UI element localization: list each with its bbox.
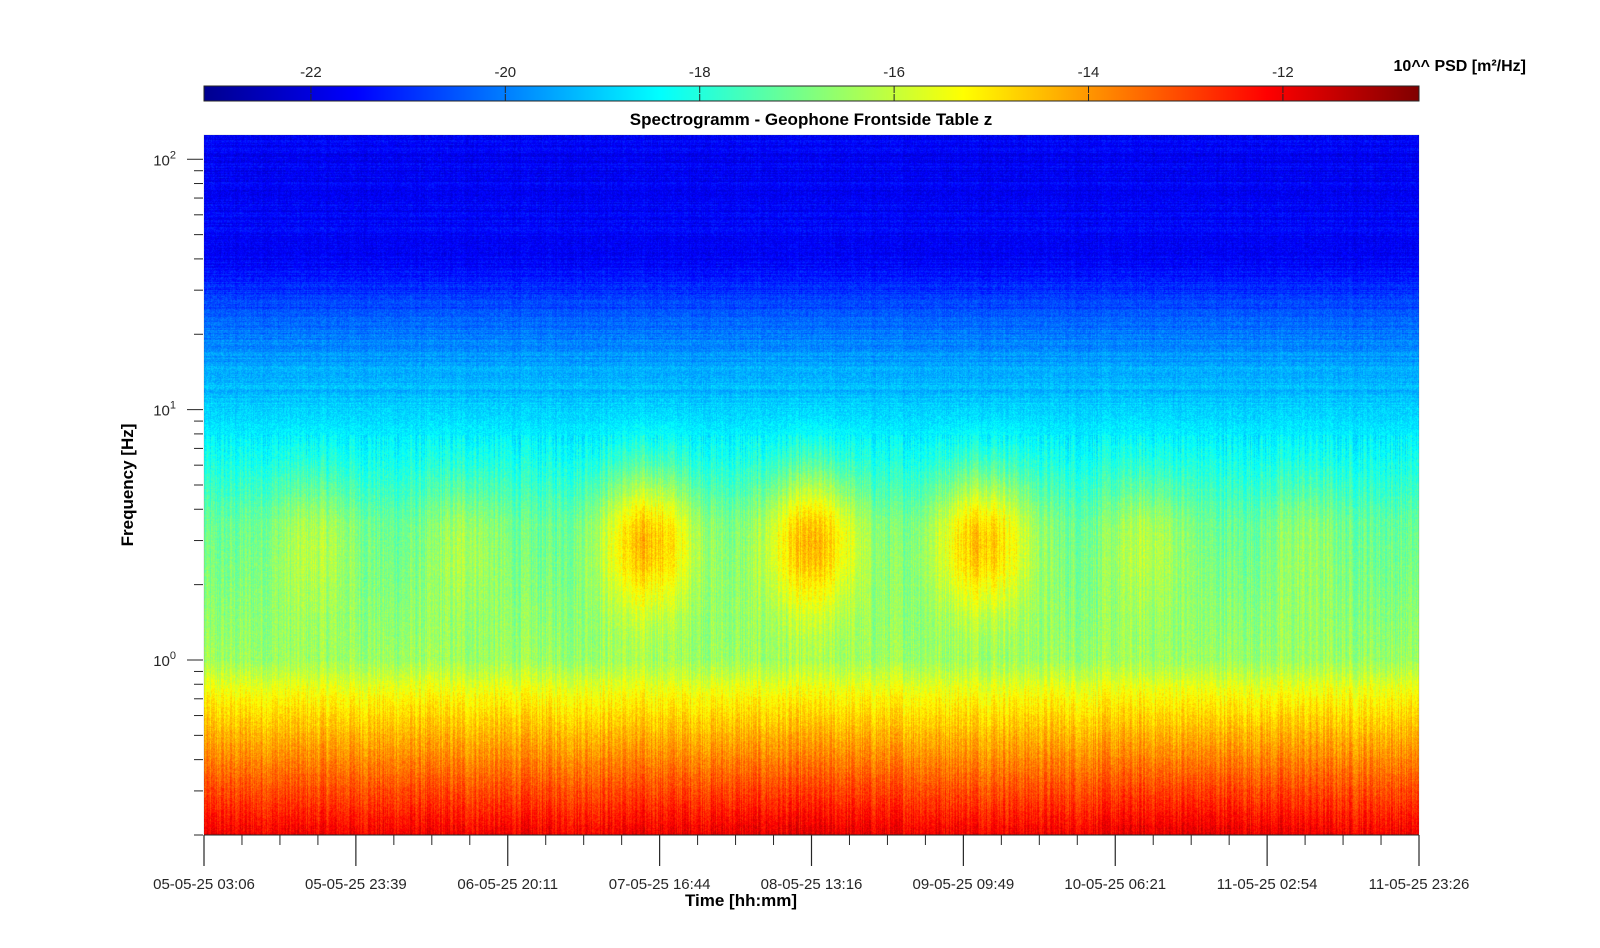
colorbar-title: 10^^ PSD [m²/Hz] — [1394, 58, 1526, 75]
y-tick-label: 102 — [153, 149, 176, 169]
colorbar-ticks: -22 -20 -18 -16 -14 -12 — [300, 64, 1294, 101]
y-axis-title: Frequency [Hz] — [118, 424, 137, 547]
x-tick-label: 05-05-25 23:39 — [305, 876, 407, 893]
plot-frame — [203, 134, 1420, 836]
spectrogram-heatmap — [204, 135, 1419, 835]
x-tick-label: 06-05-25 20:11 — [457, 876, 558, 893]
colorbar — [203, 85, 1420, 102]
colorbar-tick-label: -18 — [689, 64, 711, 81]
colorbar-tick-label: -14 — [1078, 64, 1100, 81]
y-axis: 100 101 102 — [153, 149, 203, 836]
x-tick-label: 09-05-25 09:49 — [913, 876, 1015, 893]
x-tick-label: 05-05-25 03:06 — [153, 876, 255, 893]
y-tick-label: 100 — [153, 650, 176, 670]
x-axis-title: Time [hh:mm] — [685, 891, 797, 910]
y-tick-label: 101 — [153, 400, 176, 420]
colorbar-tick-label: -22 — [300, 64, 322, 81]
colorbar-tick-label: -16 — [883, 64, 905, 81]
colorbar-tick-label: -12 — [1272, 64, 1294, 81]
x-tick-label: 10-05-25 06:21 — [1064, 876, 1166, 893]
x-tick-label: 08-05-25 13:16 — [761, 876, 863, 893]
x-tick-label: 11-05-25 23:26 — [1369, 876, 1470, 893]
x-tick-label: 07-05-25 16:44 — [609, 876, 711, 893]
colorbar-tick-label: -20 — [494, 64, 516, 81]
x-tick-label: 11-05-25 02:54 — [1217, 876, 1318, 893]
chart-title: Spectrogramm - Geophone Frontside Table … — [630, 110, 992, 129]
x-axis: 05-05-25 03:06 05-05-25 23:39 06-05-25 20:… — [153, 834, 1470, 893]
